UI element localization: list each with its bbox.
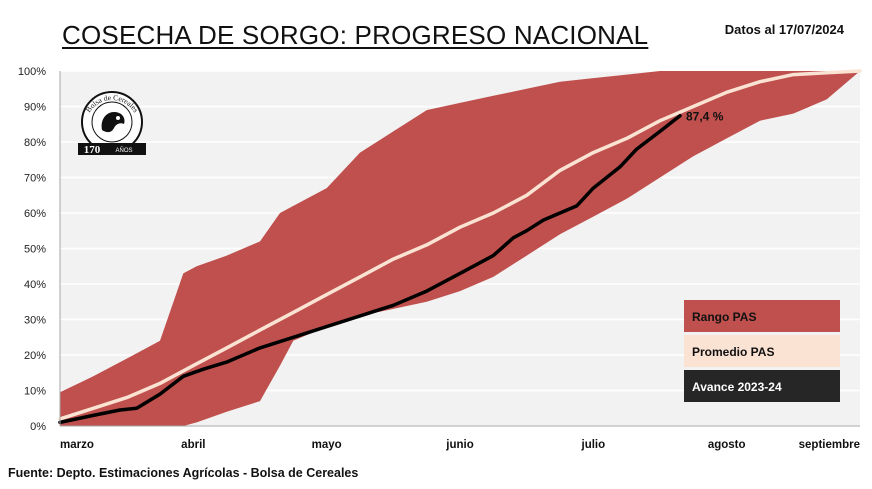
y-tick-label: 100% <box>18 66 46 78</box>
logo-tagline: AÑOS <box>115 147 132 154</box>
chart-title: COSECHA DE SORGO: PROGRESO NACIONAL <box>62 20 649 50</box>
y-tick-label: 50% <box>24 244 46 256</box>
x-tick-label: agosto <box>708 439 746 451</box>
series-avance-2023-24-line <box>58 113 682 425</box>
legend-label: Promedio PAS <box>692 345 774 359</box>
x-tick-label: septiembre <box>799 439 860 451</box>
x-tick-label: abril <box>181 439 205 451</box>
x-tick-label: marzo <box>60 439 94 451</box>
bolsa-de-cereales-logo-icon: Bolsa de Cereales 170 AÑOS <box>78 91 146 156</box>
legend-label: Rango PAS <box>692 310 756 324</box>
legend-swatch <box>684 370 840 402</box>
y-tick-label: 0% <box>30 421 46 433</box>
y-tick-label: 20% <box>24 350 46 362</box>
x-tick-label: mayo <box>312 439 342 451</box>
x-tick-label: julio <box>581 439 606 451</box>
source-note: Fuente: Depto. Estimaciones Agrícolas - … <box>8 466 359 480</box>
legend-swatch <box>684 300 840 332</box>
data-label-current: 87,4 % <box>686 110 724 124</box>
legend-swatch <box>684 335 840 367</box>
y-tick-label: 40% <box>24 279 46 291</box>
logo-years: 170 <box>84 144 101 156</box>
y-tick-label: 90% <box>24 102 46 114</box>
series-rango-pas-band <box>60 71 860 426</box>
y-tick-label: 70% <box>24 173 46 185</box>
y-tick-label: 10% <box>24 386 46 398</box>
y-tick-label: 60% <box>24 208 46 220</box>
y-tick-label: 30% <box>24 315 46 327</box>
legend-label: Avance 2023-24 <box>692 380 782 394</box>
x-tick-label: junio <box>445 439 473 451</box>
series-promedio-pas-line <box>58 69 862 421</box>
data-date: Datos al 17/07/2024 <box>724 22 844 37</box>
y-tick-label: 80% <box>24 137 46 149</box>
